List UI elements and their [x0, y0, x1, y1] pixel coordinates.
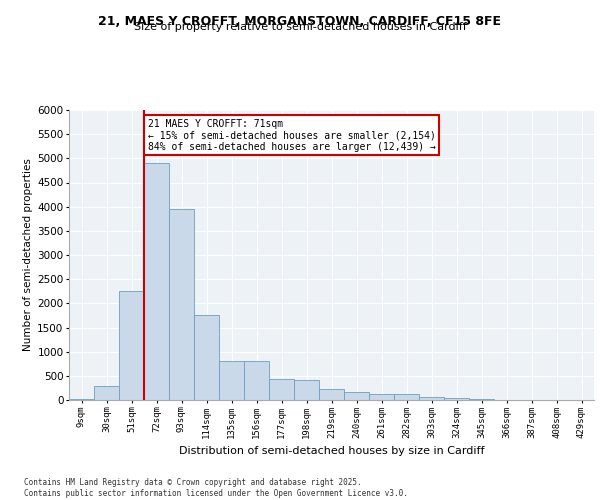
Bar — [94, 386, 119, 400]
Bar — [294, 380, 319, 400]
Bar — [219, 362, 244, 400]
Bar — [419, 397, 444, 400]
Text: 21 MAES Y CROFFT: 71sqm
← 15% of semi-detached houses are smaller (2,154)
84% of: 21 MAES Y CROFFT: 71sqm ← 15% of semi-de… — [148, 118, 436, 152]
Bar — [169, 209, 194, 400]
X-axis label: Distribution of semi-detached houses by size in Cardiff: Distribution of semi-detached houses by … — [179, 446, 484, 456]
Bar — [244, 362, 269, 400]
Bar — [119, 291, 144, 400]
Bar — [394, 394, 419, 400]
Text: 21, MAES Y CROFFT, MORGANSTOWN, CARDIFF, CF15 8FE: 21, MAES Y CROFFT, MORGANSTOWN, CARDIFF,… — [98, 15, 502, 28]
Bar — [344, 392, 369, 400]
Bar — [69, 399, 94, 400]
Bar — [144, 163, 169, 400]
Bar — [369, 394, 394, 400]
Text: Size of property relative to semi-detached houses in Cardiff: Size of property relative to semi-detach… — [134, 22, 466, 32]
Y-axis label: Number of semi-detached properties: Number of semi-detached properties — [23, 158, 33, 352]
Text: Contains HM Land Registry data © Crown copyright and database right 2025.
Contai: Contains HM Land Registry data © Crown c… — [24, 478, 408, 498]
Bar — [269, 379, 294, 400]
Bar — [194, 316, 219, 400]
Bar — [444, 398, 469, 400]
Bar — [319, 390, 344, 400]
